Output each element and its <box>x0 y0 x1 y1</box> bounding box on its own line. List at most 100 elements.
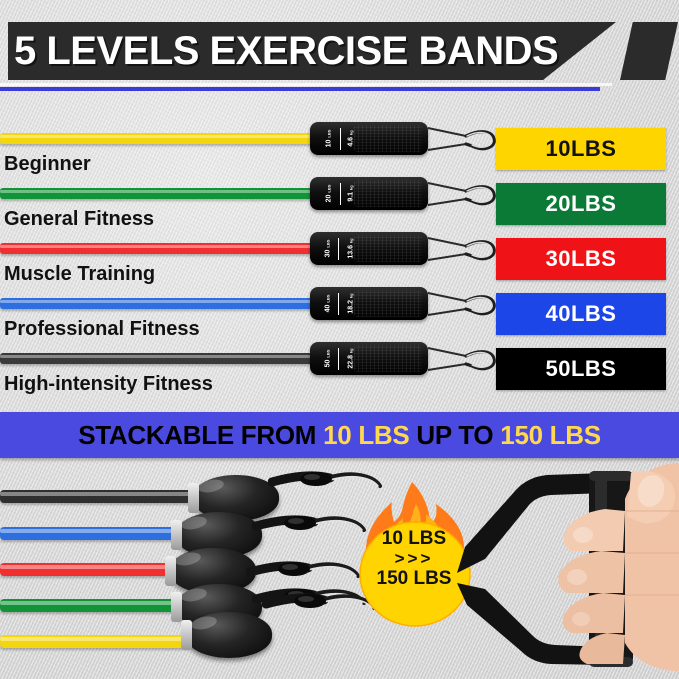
stacked-carabiner-clip-icon <box>246 561 360 578</box>
sleeve-lbs-unit: LBS <box>326 184 332 193</box>
hand-holding-handle <box>457 463 679 671</box>
sleeve-lbs-value: 50 LBS <box>324 350 331 368</box>
sleeve-webbing <box>354 235 422 262</box>
resistance-band-tube <box>0 133 320 144</box>
sleeve-kg-value: 22.8 kg <box>348 348 355 368</box>
weight-badge: 50LBS <box>496 348 666 390</box>
header-accent-rule <box>0 87 600 91</box>
page-title: 5 LEVELS EXERCISE BANDS <box>14 28 559 73</box>
weight-badge: 10LBS <box>496 128 666 170</box>
sleeve-webbing <box>354 345 422 372</box>
sleeve-weight-label: 50 LBS 22.8 kg <box>316 345 364 372</box>
stackable-banner: STACKABLE FROM 10 LBS UP TO 150 LBS <box>0 412 679 458</box>
stacked-carabiner-clip-icon <box>268 471 382 488</box>
band-level-row: 30 LBS 13.6 kg Muscle Training <box>0 232 679 298</box>
stack-prefix: STACKABLE FROM <box>78 419 324 450</box>
sleeve-kg-unit: kg <box>348 293 354 299</box>
sleeve-kg-value: 4.6 kg <box>348 130 355 146</box>
header-bar <box>8 22 616 80</box>
sleeve-divider <box>338 347 340 370</box>
sleeve-kg-number: 4.6 <box>347 136 355 147</box>
sleeve-kg-number: 13.6 <box>347 245 355 259</box>
sleeve-divider <box>340 127 342 150</box>
sleeve-kg-unit: kg <box>348 185 354 190</box>
stack-middle: UP TO <box>409 419 501 450</box>
sleeve-kg-number: 18.2 <box>347 300 355 314</box>
resistance-band-tube <box>0 188 320 199</box>
band-level-row: 10 LBS 4.6 kg Beginner <box>0 122 679 188</box>
resistance-band-tube <box>0 298 320 309</box>
sleeve-lbs-value: 30 LBS <box>324 240 331 258</box>
stacked-band-tube <box>0 563 176 576</box>
sleeve-webbing <box>354 290 422 317</box>
sleeve-weight-label: 10 LBS 4.6 kg <box>316 125 364 152</box>
carabiner-clip-icon <box>427 292 496 316</box>
band-level-row: 40 LBS 18.2 kg Professional Fitness <box>0 287 679 353</box>
stack-min-value: 10 LBS <box>323 419 410 450</box>
sleeve-lbs-number: 50 <box>323 359 331 368</box>
sleeve-lbs-unit: LBS <box>324 349 330 358</box>
band-sleeve: 50 LBS 22.8 kg <box>310 342 428 375</box>
flame-min-value: 10 LBS <box>381 528 447 549</box>
sleeve-kg-unit: kg <box>348 348 354 354</box>
sleeve-webbing <box>354 125 422 152</box>
sleeve-weight-label: 30 LBS 13.6 kg <box>316 235 364 262</box>
sleeve-lbs-unit: LBS <box>324 294 330 303</box>
stacked-band-tube <box>0 599 182 612</box>
stacked-carabiner-clip-icon <box>262 593 376 610</box>
band-level-label: High-intensity Fitness <box>4 373 213 395</box>
band-cap-ferrule <box>181 620 192 650</box>
band-end-cap <box>181 612 272 658</box>
sleeve-divider <box>338 292 340 315</box>
header-rule-highlight <box>0 83 612 86</box>
sleeve-lbs-value: 40 LBS <box>324 295 331 313</box>
band-cap-ferrule <box>171 592 182 622</box>
flame-max-value: 150 LBS <box>376 568 452 590</box>
sleeve-lbs-number: 30 <box>323 249 331 258</box>
sleeve-lbs-number: 40 <box>323 304 331 313</box>
sleeve-divider <box>340 182 342 205</box>
sleeve-kg-value: 13.6 kg <box>348 238 355 258</box>
sleeve-divider <box>338 237 340 260</box>
sleeve-kg-number: 9.1 <box>347 191 355 202</box>
stacked-band-tube <box>0 490 200 503</box>
band-sleeve: 40 LBS 18.2 kg <box>310 287 428 320</box>
flame-arrows: >>> <box>394 549 434 569</box>
band-level-row: 50 LBS 22.8 kg High-intensity Fitness <box>0 342 679 408</box>
carabiner-clip-icon <box>427 237 496 261</box>
sleeve-lbs-unit: LBS <box>324 239 330 248</box>
sleeve-lbs-value: 20 LBS <box>326 185 333 203</box>
sleeve-kg-value: 18.2 kg <box>348 293 355 313</box>
carabiner-clip-icon <box>427 182 496 206</box>
stacked-band-tube <box>0 635 192 648</box>
band-cap-ferrule <box>165 556 176 586</box>
weight-badge: 30LBS <box>496 238 666 280</box>
stackable-banner-text: STACKABLE FROM 10 LBS UP TO 150 LBS <box>78 420 601 451</box>
sleeve-lbs-number: 20 <box>325 194 333 203</box>
sleeve-webbing <box>354 180 422 207</box>
band-cap-ferrule <box>188 483 199 513</box>
weight-badge: 40LBS <box>496 293 666 335</box>
sleeve-lbs-value: 10 LBS <box>326 130 333 148</box>
sleeve-weight-label: 20 LBS 9.1 kg <box>316 180 364 207</box>
sleeve-lbs-number: 10 <box>325 139 333 148</box>
band-cap-ferrule <box>171 520 182 550</box>
sleeve-weight-label: 40 LBS 18.2 kg <box>316 290 364 317</box>
carabiner-clip-icon <box>427 347 496 371</box>
band-level-row: 20 LBS 9.1 kg General Fitness <box>0 177 679 243</box>
sleeve-kg-unit: kg <box>348 130 354 135</box>
band-level-label: General Fitness <box>4 208 155 230</box>
stack-max-value: 150 LBS <box>500 419 601 450</box>
band-sleeve: 20 LBS 9.1 kg <box>310 177 428 210</box>
band-level-label: Professional Fitness <box>4 318 200 340</box>
sleeve-kg-unit: kg <box>348 238 354 244</box>
flame-range-text: 10 LBS >>> 150 LBS <box>352 528 476 590</box>
band-sleeve: 30 LBS 13.6 kg <box>310 232 428 265</box>
stacked-band-tube <box>0 527 182 540</box>
resistance-band-tube <box>0 243 320 254</box>
header-slash-accent <box>620 22 678 80</box>
stacked-carabiner-clip-icon <box>252 515 366 532</box>
sleeve-kg-value: 9.1 kg <box>348 185 355 201</box>
sleeve-lbs-unit: LBS <box>326 129 332 138</box>
